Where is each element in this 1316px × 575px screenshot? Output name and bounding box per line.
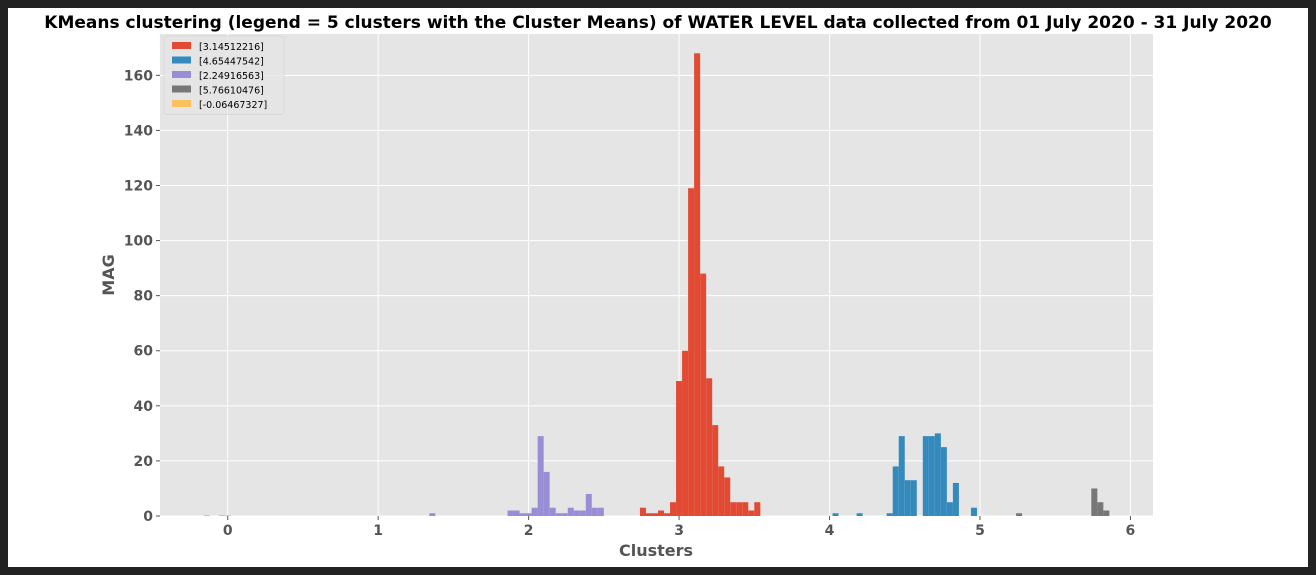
legend-swatch (172, 71, 191, 78)
histogram-bar (886, 513, 893, 516)
x-tick-label: 1 (373, 523, 383, 539)
bars (203, 53, 1110, 517)
y-tick-label: 100 (124, 234, 153, 250)
legend: [3.14512216] [4.65447542] [2.24916563] [5.7… (163, 35, 285, 115)
histogram-bar (724, 477, 731, 516)
histogram-bar (694, 53, 701, 516)
histogram-bar (700, 273, 707, 516)
histogram-bar (922, 436, 929, 516)
legend-swatch (172, 42, 191, 49)
x-tick-label: 3 (674, 523, 684, 539)
histogram-bar (651, 513, 659, 516)
histogram-bar (1016, 513, 1023, 516)
histogram-bar (712, 425, 719, 516)
histogram-bar (742, 502, 749, 516)
legend-label: [4.65447542] (199, 57, 264, 68)
x-axis-label: Clusters (619, 541, 693, 560)
histogram-bar (904, 480, 911, 516)
histogram-bar (688, 188, 695, 517)
histogram-bar (555, 513, 562, 516)
histogram-bar (1097, 502, 1104, 516)
plot-background (160, 34, 1153, 516)
histogram-bar (910, 480, 917, 516)
y-tick-label: 40 (134, 399, 154, 415)
histogram-bar (573, 510, 580, 516)
y-tick-label: 140 (124, 123, 153, 139)
histogram-bar (664, 513, 671, 516)
histogram-bar (682, 350, 689, 516)
histogram-chart: 0 1 2 3 4 5 6 0 20 40 60 80 100 120 140 160 Clusters M… (99, 34, 1153, 560)
histogram-bar (748, 510, 755, 516)
histogram-bar (429, 513, 436, 516)
legend-swatch (172, 100, 191, 107)
histogram-bar (934, 433, 941, 516)
histogram-bar (543, 471, 550, 516)
y-tick-label: 20 (134, 454, 154, 470)
y-axis-ticks: 0 20 40 60 80 100 120 140 160 (124, 68, 160, 525)
histogram-bar (549, 507, 556, 516)
histogram-bar (579, 510, 586, 516)
histogram-bar (561, 513, 568, 516)
histogram-bar (639, 507, 646, 516)
legend-box (163, 35, 285, 115)
legend-label: [5.76610476] (199, 86, 264, 97)
histogram-bar (970, 507, 977, 516)
y-axis-label: MAG (99, 254, 118, 295)
histogram-bar (928, 436, 935, 516)
y-tick-label: 80 (134, 289, 154, 305)
y-tick-label: 0 (143, 509, 153, 525)
histogram-bar (754, 502, 761, 516)
histogram-bar (597, 507, 604, 516)
histogram-bar (946, 502, 953, 516)
histogram-bar (537, 436, 544, 516)
histogram-bar (645, 513, 652, 516)
histogram-bar (730, 502, 737, 516)
x-tick-label: 6 (1126, 523, 1136, 539)
legend-label: [-0.06467327] (199, 100, 267, 111)
chart-title: KMeans clustering (legend = 5 clusters w… (44, 13, 1272, 33)
histogram-bar (1103, 510, 1110, 516)
histogram-bar (525, 513, 532, 516)
legend-label: [3.14512216] (199, 42, 264, 53)
histogram-bar (218, 514, 225, 516)
x-axis-ticks: 0 1 2 3 4 5 6 (223, 516, 1135, 539)
histogram-bar (658, 510, 665, 516)
histogram-bar (832, 513, 839, 516)
histogram-bar (513, 510, 520, 516)
histogram-bar (1091, 488, 1098, 516)
legend-label: [2.24916563] (199, 71, 264, 82)
x-tick-label: 4 (825, 523, 835, 539)
histogram-bar (531, 507, 538, 516)
histogram-bar (892, 466, 899, 516)
histogram-bar (519, 513, 526, 516)
figure-frame: KMeans clustering (legend = 5 clusters w… (8, 8, 1308, 567)
x-tick-label: 0 (223, 523, 233, 539)
grid-lines (160, 34, 1153, 517)
y-tick-label: 60 (134, 344, 154, 360)
y-tick-label: 160 (124, 68, 153, 84)
histogram-bar (507, 510, 514, 516)
histogram-bar (952, 482, 959, 516)
histogram-bar (898, 436, 905, 516)
y-tick-label: 120 (124, 178, 153, 194)
histogram-bar (585, 493, 592, 516)
histogram-bar (670, 502, 677, 516)
x-tick-label: 5 (975, 523, 985, 539)
histogram-bar (203, 514, 210, 516)
histogram-bar (736, 502, 743, 516)
histogram-bar (940, 447, 947, 516)
legend-swatch (172, 56, 191, 64)
x-tick-label: 2 (524, 523, 534, 539)
histogram-bar (591, 507, 598, 516)
histogram-bar (706, 378, 713, 516)
histogram-bar (676, 381, 683, 516)
histogram-bar (224, 515, 231, 516)
legend-swatch (172, 85, 191, 93)
histogram-bar (856, 513, 863, 516)
histogram-bar (567, 507, 574, 516)
histogram-bar (718, 466, 725, 516)
